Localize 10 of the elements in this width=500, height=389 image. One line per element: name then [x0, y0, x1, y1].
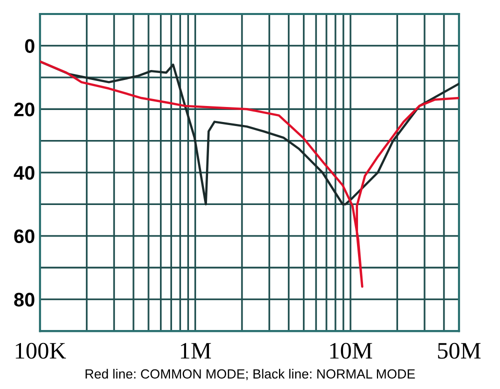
x-tick-label: 1M: [180, 342, 211, 359]
x-tick-label: 100K: [16, 342, 66, 359]
x-tick-label: 50M: [438, 342, 481, 359]
y-tick-label: 40: [14, 166, 34, 180]
text: Red line: COMMON MODE; Black line: NORMAL MODE: [86, 368, 415, 380]
y-tick-label: 20: [14, 102, 34, 116]
x-tick-label: 10M: [330, 342, 372, 359]
y-tick-label: 0: [25, 39, 34, 53]
y-tick-label: 60: [14, 229, 34, 244]
y-tick-label: 80: [14, 292, 34, 307]
